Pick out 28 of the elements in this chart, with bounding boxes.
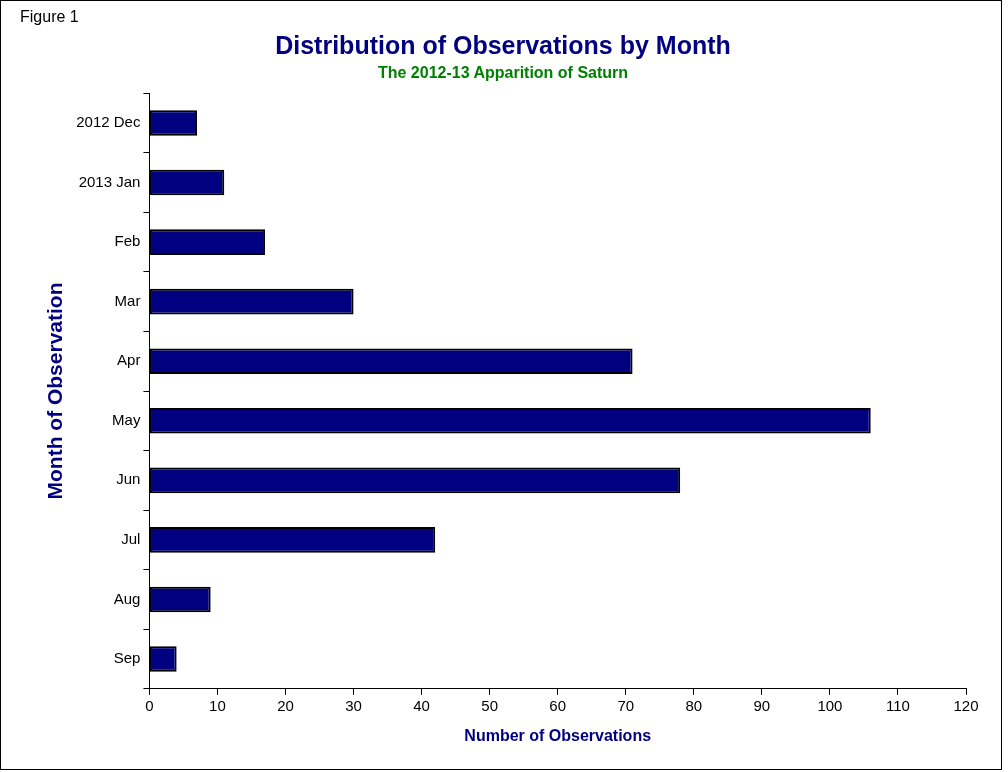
x-tick-label: 0	[145, 696, 154, 714]
x-tick-label: 20	[277, 696, 294, 714]
y-tick-label: Sep	[113, 649, 141, 667]
y-axis-title: Month of Observation	[43, 282, 67, 500]
chart-title: Distribution of Observations by Month	[275, 30, 731, 59]
y-tick-label: Feb	[114, 232, 141, 250]
y-tick-label: Jun	[116, 470, 141, 488]
y-tick-label: Jul	[121, 530, 141, 548]
caption: Figure 1	[20, 8, 79, 26]
x-tick-label: 110	[885, 696, 910, 714]
y-tick-label: Mar	[114, 291, 141, 309]
x-tick-label: 70	[617, 696, 635, 714]
x-tick-label: 50	[481, 696, 498, 714]
x-tick-label: 80	[685, 696, 703, 714]
x-tick-label: 30	[345, 696, 362, 714]
x-tick-label: 120	[953, 696, 979, 714]
x-tick-label: 100	[817, 696, 843, 714]
x-tick-label: 40	[413, 696, 430, 714]
chart-subtitle: The 2012-13 Apparition of Saturn	[377, 64, 629, 82]
y-tick-label: May	[112, 410, 141, 428]
y-tick-label: 2013 Jan	[78, 172, 141, 190]
y-tick-label: Apr	[117, 351, 141, 369]
x-tick-label: 60	[549, 696, 567, 714]
y-tick-label: Aug	[113, 589, 141, 607]
x-tick-label: 10	[209, 696, 226, 714]
y-tick-label: 2012 Dec	[76, 113, 141, 131]
x-tick-label: 90	[753, 696, 771, 714]
x-axis-title: Number of Observations	[464, 726, 652, 744]
